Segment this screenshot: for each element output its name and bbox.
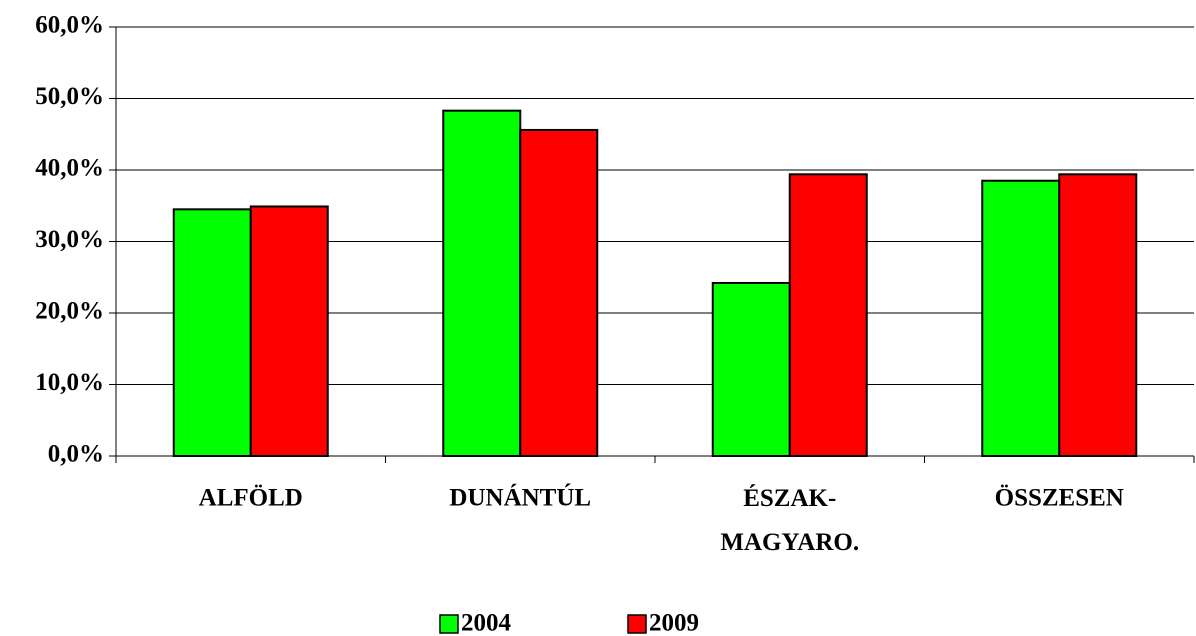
y-tick-label: 50,0%: [35, 83, 104, 110]
bar: [519, 128, 599, 458]
bar: [711, 281, 791, 457]
y-tick-label: 30,0%: [35, 226, 104, 253]
legend-swatch: [439, 614, 459, 634]
bar: [249, 205, 329, 457]
y-tick-label: 10,0%: [35, 369, 104, 396]
x-tick-label-line: MAGYARO.: [720, 529, 859, 556]
y-tick-label: 20,0%: [35, 298, 104, 325]
y-tick-label: 60,0%: [35, 12, 104, 39]
x-tick-label: DUNÁNTÚL: [449, 484, 591, 512]
x-tick-label: ALFÖLD: [199, 485, 303, 512]
x-tick-label: ÖSSZESEN: [995, 485, 1124, 512]
bar: [1058, 173, 1138, 457]
y-tick-label: 40,0%: [35, 155, 104, 182]
bar: [442, 109, 522, 457]
bar: [172, 208, 252, 457]
bar: [788, 173, 868, 457]
x-tick-label: ÉSZAK- MAGYARO.: [720, 484, 859, 556]
legend-label: 2009: [649, 610, 699, 636]
legend-label: 2004: [461, 610, 512, 636]
bar: [981, 179, 1061, 457]
legend-swatch: [627, 614, 647, 634]
y-tick-label: 0,0%: [48, 441, 104, 468]
x-tick-label-line: ÉSZAK-: [743, 484, 836, 512]
